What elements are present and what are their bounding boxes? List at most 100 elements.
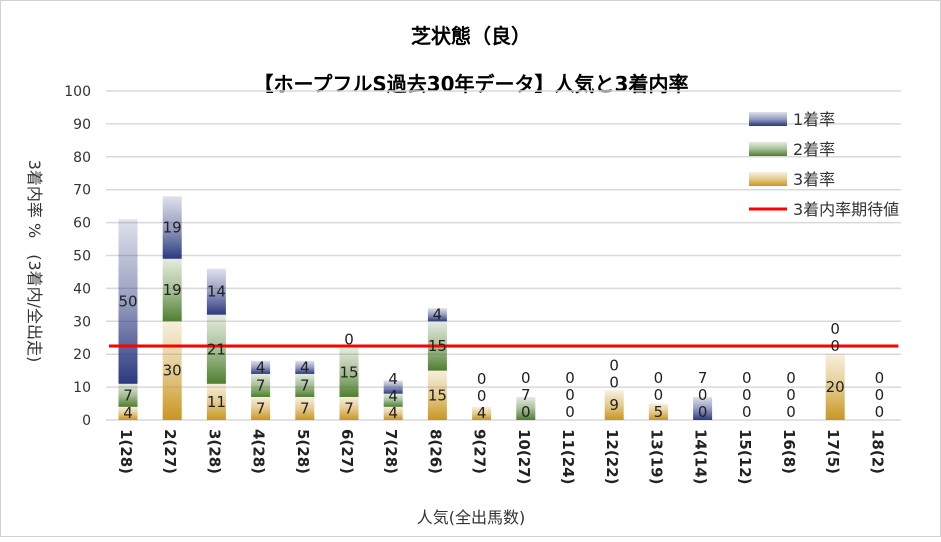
- bar-segment: [693, 396, 713, 420]
- data-label: 14: [207, 283, 226, 301]
- y-tick-label: 70: [73, 183, 91, 199]
- x-tick-label: 9(27): [471, 429, 489, 474]
- data-label: 9: [609, 396, 619, 414]
- bar-segment: [825, 354, 845, 420]
- x-tick-label: 4(28): [250, 429, 268, 474]
- x-tick-label: 17(5): [824, 429, 842, 474]
- bar-segment: [118, 219, 138, 384]
- bar-segment: [427, 370, 447, 420]
- data-label: 0: [654, 386, 664, 404]
- data-label: 0: [830, 320, 840, 338]
- data-label: 0: [521, 403, 531, 421]
- data-label: 7: [300, 399, 310, 417]
- data-label: 0: [477, 387, 487, 405]
- x-tick-label: 5(28): [294, 429, 312, 474]
- data-label: 19: [163, 281, 182, 299]
- data-label: 7: [123, 386, 133, 404]
- legend-label: 3着内率期待値: [793, 200, 899, 219]
- x-tick-label: 16(8): [780, 429, 798, 474]
- bar-segment: [604, 390, 624, 420]
- chart-title: 芝状態（良）: [411, 24, 531, 48]
- bar-segment: [295, 360, 315, 374]
- data-label: 0: [698, 386, 708, 404]
- x-tick-label: 8(26): [426, 429, 444, 474]
- bar-segment: [383, 380, 403, 394]
- x-tick-label: 6(27): [338, 429, 356, 474]
- x-tick-label: 18(2): [868, 429, 886, 474]
- x-tick-label: 15(12): [736, 429, 754, 484]
- x-axis-label: 人気(全出馬数): [417, 508, 526, 527]
- data-label: 0: [875, 386, 885, 404]
- data-label: 0: [742, 386, 752, 404]
- data-label: 0: [786, 369, 796, 387]
- data-label: 4: [388, 370, 398, 388]
- legend-swatch: [749, 142, 787, 156]
- bar-segment: [206, 268, 226, 315]
- data-label: 4: [433, 306, 443, 324]
- data-label: 0: [609, 373, 619, 391]
- data-label: 0: [786, 403, 796, 421]
- data-label: 0: [565, 386, 575, 404]
- y-tick-label: 20: [73, 347, 91, 363]
- data-label: 4: [256, 358, 266, 376]
- data-label: 4: [388, 404, 398, 422]
- data-label: 0: [875, 369, 885, 387]
- bar-segment: [162, 258, 182, 322]
- bar-segment: [648, 403, 668, 420]
- legend-label: 2着率: [793, 140, 835, 159]
- bar-segment: [251, 373, 271, 397]
- x-tick-label: 12(22): [603, 429, 621, 484]
- data-label: 15: [428, 386, 447, 404]
- legend-swatch: [749, 112, 787, 126]
- bar-segment: [339, 347, 359, 397]
- x-tick-label: 14(14): [692, 429, 710, 484]
- data-label: 4: [388, 387, 398, 405]
- legend-label: 3着率: [793, 170, 835, 189]
- data-label: 19: [163, 219, 182, 237]
- data-label: 50: [118, 293, 137, 311]
- x-tick-label: 2(27): [161, 429, 179, 474]
- data-label: 7: [256, 376, 266, 394]
- data-label: 30: [163, 362, 182, 380]
- chart-subtitle: 【ホープフルS過去30年データ】人気と3着内率: [254, 72, 689, 96]
- data-label: 0: [698, 403, 708, 421]
- bar-segment: [427, 308, 447, 322]
- data-label: 7: [344, 399, 354, 417]
- data-label: 7: [521, 386, 531, 404]
- data-label: 15: [428, 337, 447, 355]
- data-label: 4: [300, 358, 310, 376]
- y-tick-label: 50: [73, 249, 91, 265]
- data-label: 7: [300, 376, 310, 394]
- legend-label: 1着率: [793, 110, 835, 129]
- data-label: 0: [344, 331, 354, 349]
- y-tick-label: 60: [73, 216, 91, 232]
- data-label: 0: [742, 403, 752, 421]
- bar-segment: [206, 314, 226, 384]
- data-label: 0: [565, 403, 575, 421]
- data-label: 11: [207, 393, 226, 411]
- bar-segment: [295, 373, 315, 397]
- bar-segment: [516, 396, 536, 420]
- data-label: 0: [565, 369, 575, 387]
- data-label: 20: [826, 378, 845, 396]
- data-label: 0: [875, 403, 885, 421]
- data-label: 0: [609, 356, 619, 374]
- bar-segment: [118, 406, 138, 420]
- y-tick-label: 90: [73, 117, 91, 133]
- x-tick-label: 7(28): [382, 429, 400, 474]
- data-label: 7: [256, 399, 266, 417]
- data-label: 5: [654, 403, 664, 421]
- x-tick-label: 11(24): [559, 429, 577, 484]
- x-tick-label: 1(28): [117, 429, 135, 474]
- bar-segment: [383, 393, 403, 407]
- bar-segment: [295, 396, 315, 420]
- data-label: 0: [742, 369, 752, 387]
- bar-segment: [383, 406, 403, 420]
- y-tick-label: 100: [64, 84, 91, 100]
- x-tick-label: 10(27): [515, 429, 533, 484]
- data-label: 21: [207, 340, 226, 358]
- data-label: 4: [123, 404, 133, 422]
- data-label: 0: [830, 337, 840, 355]
